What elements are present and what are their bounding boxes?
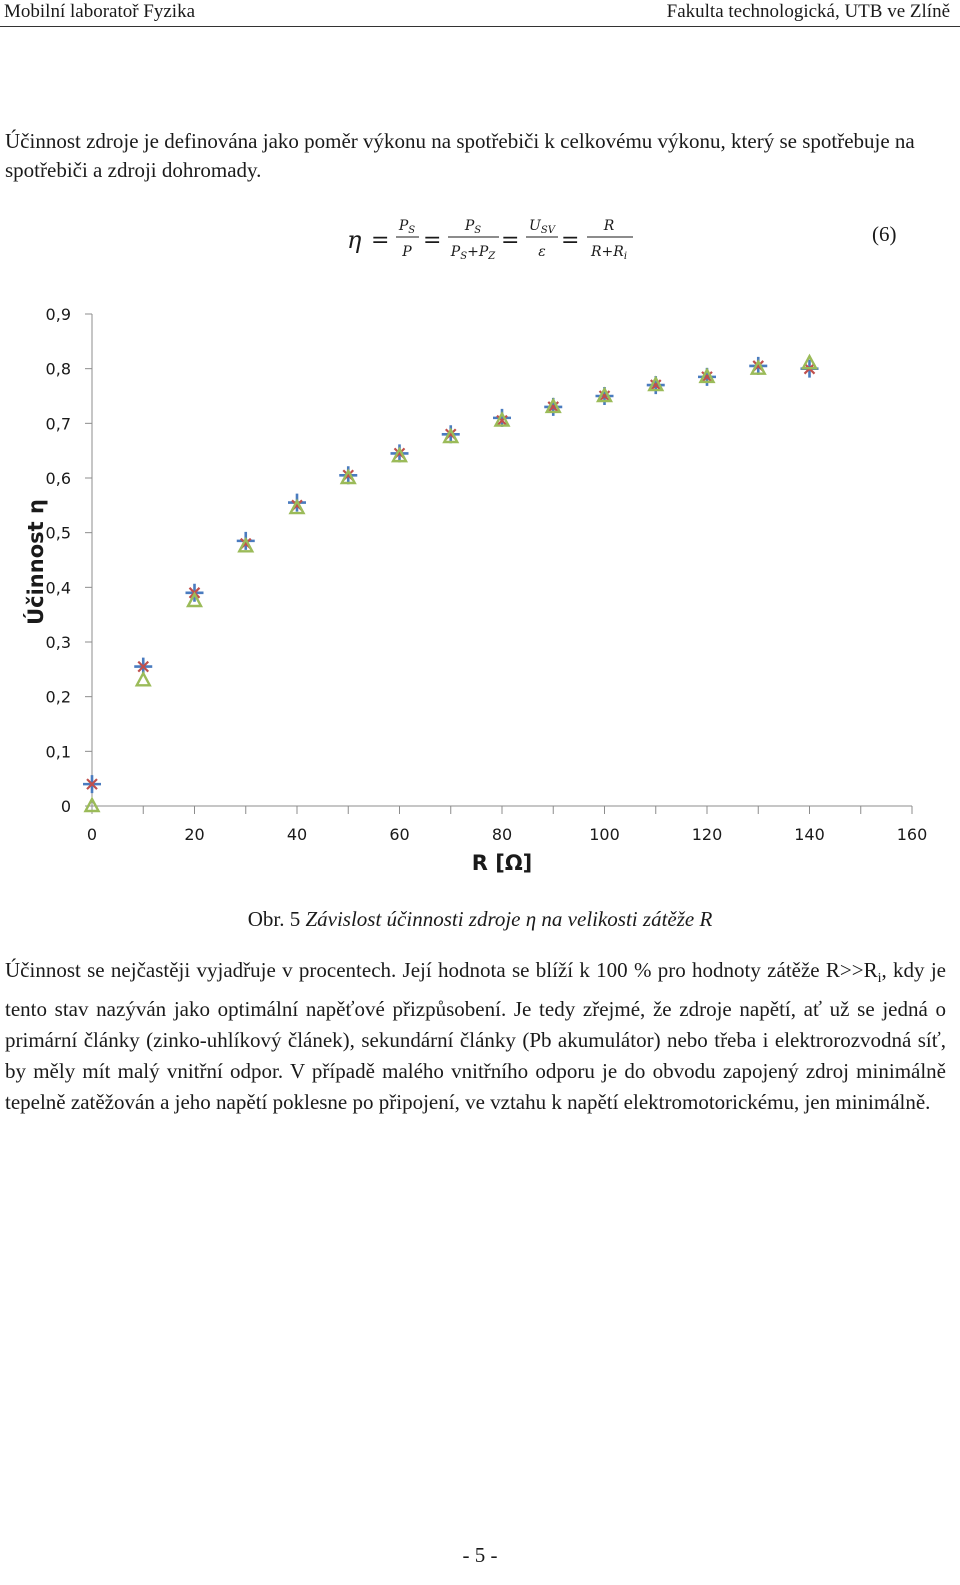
eq-sign-4: = — [561, 228, 579, 253]
f3-num-sub: SV — [541, 225, 557, 236]
f4-den-a: R — [590, 244, 602, 260]
svg-text:PS: PS — [464, 218, 481, 236]
data-point-triangle — [698, 367, 716, 384]
x-tick-label: 60 — [389, 825, 409, 844]
body-text-1: Účinnost se nejčastěji vyjadřuje v proce… — [5, 958, 878, 982]
chart-axes: 0 0,1 0,2 0,3 0,4 0,5 0,6 0,7 0,8 0,9 0 20 40 60 80 100… — [46, 305, 928, 844]
data-point-triangle — [237, 536, 255, 553]
data-point-triangle — [647, 375, 665, 392]
f1-num: P — [398, 218, 409, 234]
data-point-triangle — [288, 498, 306, 515]
data-point-triangle — [339, 468, 357, 485]
equation-number: (6) — [872, 222, 897, 246]
f2-den-b: P — [478, 244, 489, 260]
data-point-triangle — [390, 446, 409, 463]
y-tick-label: 0,8 — [46, 360, 71, 379]
header-right-text: Fakulta technologická, UTB ve Zlíně — [666, 1, 950, 22]
x-tick-label: 120 — [692, 825, 723, 844]
data-point-triangle — [749, 359, 767, 375]
svg-text:PS: PS — [398, 218, 415, 236]
f2-den-plus: + — [467, 244, 479, 260]
f2-num-sub: S — [474, 225, 481, 236]
y-tick-label: 0,5 — [46, 524, 71, 543]
data-point-triangle — [544, 397, 562, 414]
efficiency-equation: η = PS P = PS PS+PZ = USV ε = R R+Ri — [347, 218, 633, 262]
data-point-triangle — [595, 386, 614, 403]
f1-num-sub: S — [408, 225, 415, 236]
y-tick-label: 0,6 — [46, 469, 71, 488]
x-tick-label: 160 — [897, 825, 928, 844]
eq-lhs: η — [347, 226, 362, 254]
y-tick-label: 0 — [61, 797, 71, 816]
page-header: Mobilní laboratoř Fyzika Fakulta technol… — [0, 0, 960, 27]
intro-paragraph: Účinnost zdroje je definována jako poměr… — [5, 129, 915, 182]
f2-num: P — [464, 218, 475, 234]
header-left-text: Mobilní laboratoř Fyzika — [4, 1, 196, 22]
chart-marks — [83, 353, 819, 813]
data-point-triangle — [83, 796, 101, 813]
y-tick-label: 0,1 — [46, 742, 71, 761]
x-axis-label: R [Ω] — [472, 851, 533, 875]
x-tick-label: 140 — [794, 825, 825, 844]
eq-sign-1: = — [371, 228, 389, 253]
body-subscript: i — [877, 971, 882, 987]
data-point-triangle — [442, 427, 460, 444]
y-tick-label: 0,3 — [46, 633, 71, 652]
f3-num: U — [529, 218, 542, 234]
svg-text:PS+PZ: PS+PZ — [450, 244, 496, 262]
data-point-x — [86, 778, 98, 790]
caption-text: Závislost účinnosti zdroje η na velikost… — [305, 907, 713, 931]
f4-den-plus: + — [602, 244, 614, 260]
svg-text:USV: USV — [529, 218, 557, 236]
data-point-triangle — [800, 353, 819, 370]
data-point-x — [137, 660, 150, 673]
y-tick-label: 0,2 — [46, 688, 71, 707]
f2-den-a-sub: S — [460, 251, 467, 262]
y-tick-label: 0,7 — [46, 414, 71, 433]
data-point-triangle — [134, 670, 152, 687]
eq-sign-3: = — [501, 228, 519, 253]
data-point-triangle — [493, 411, 511, 427]
f4-den-b: R — [612, 244, 624, 260]
f1-den: P — [401, 244, 412, 260]
y-axis-label: Účinnost η — [23, 499, 48, 625]
caption-label: Obr. 5 — [247, 907, 301, 931]
f2-den-a: P — [450, 244, 461, 260]
eq-sign-2: = — [423, 228, 441, 253]
x-tick-label: 40 — [287, 825, 307, 844]
y-tick-label: 0,9 — [46, 305, 71, 324]
body-paragraph: Účinnost se nejčastěji vyjadřuje v proce… — [5, 955, 946, 1118]
f2-den-b-sub: Z — [487, 251, 496, 262]
x-tick-label: 100 — [589, 825, 620, 844]
body-text-2: , kdy je tento stav nazýván jako optimál… — [5, 958, 946, 1115]
f3-den: ε — [538, 244, 546, 260]
efficiency-chart: 0 0,1 0,2 0,3 0,4 0,5 0,6 0,7 0,8 0,9 0 20 40 60 80 100… — [23, 305, 928, 875]
f4-den-b-sub: i — [624, 251, 627, 262]
x-tick-label: 80 — [492, 825, 512, 844]
y-tick-label: 0,4 — [46, 578, 71, 597]
x-tick-label: 0 — [87, 825, 97, 844]
x-tick-label: 20 — [184, 825, 204, 844]
page-number: - 5 - — [462, 1543, 498, 1567]
svg-text:R+Ri: R+Ri — [590, 244, 627, 262]
f4-num: R — [603, 218, 615, 234]
data-point-triangle — [185, 591, 204, 608]
figure-caption: Obr. 5 Závislost účinnosti zdroje η na v… — [0, 907, 960, 932]
